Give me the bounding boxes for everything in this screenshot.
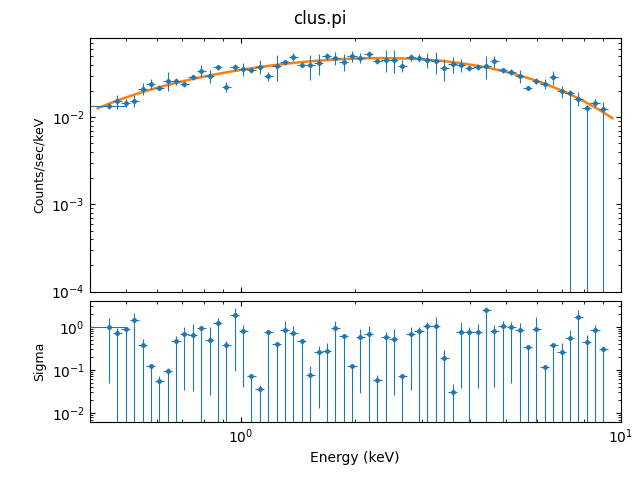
- X-axis label: Energy (keV): Energy (keV): [310, 451, 400, 466]
- Y-axis label: Counts/sec/keV: Counts/sec/keV: [33, 117, 45, 213]
- Y-axis label: Sigma: Sigma: [33, 342, 46, 381]
- Text: clus.pi: clus.pi: [293, 10, 347, 28]
